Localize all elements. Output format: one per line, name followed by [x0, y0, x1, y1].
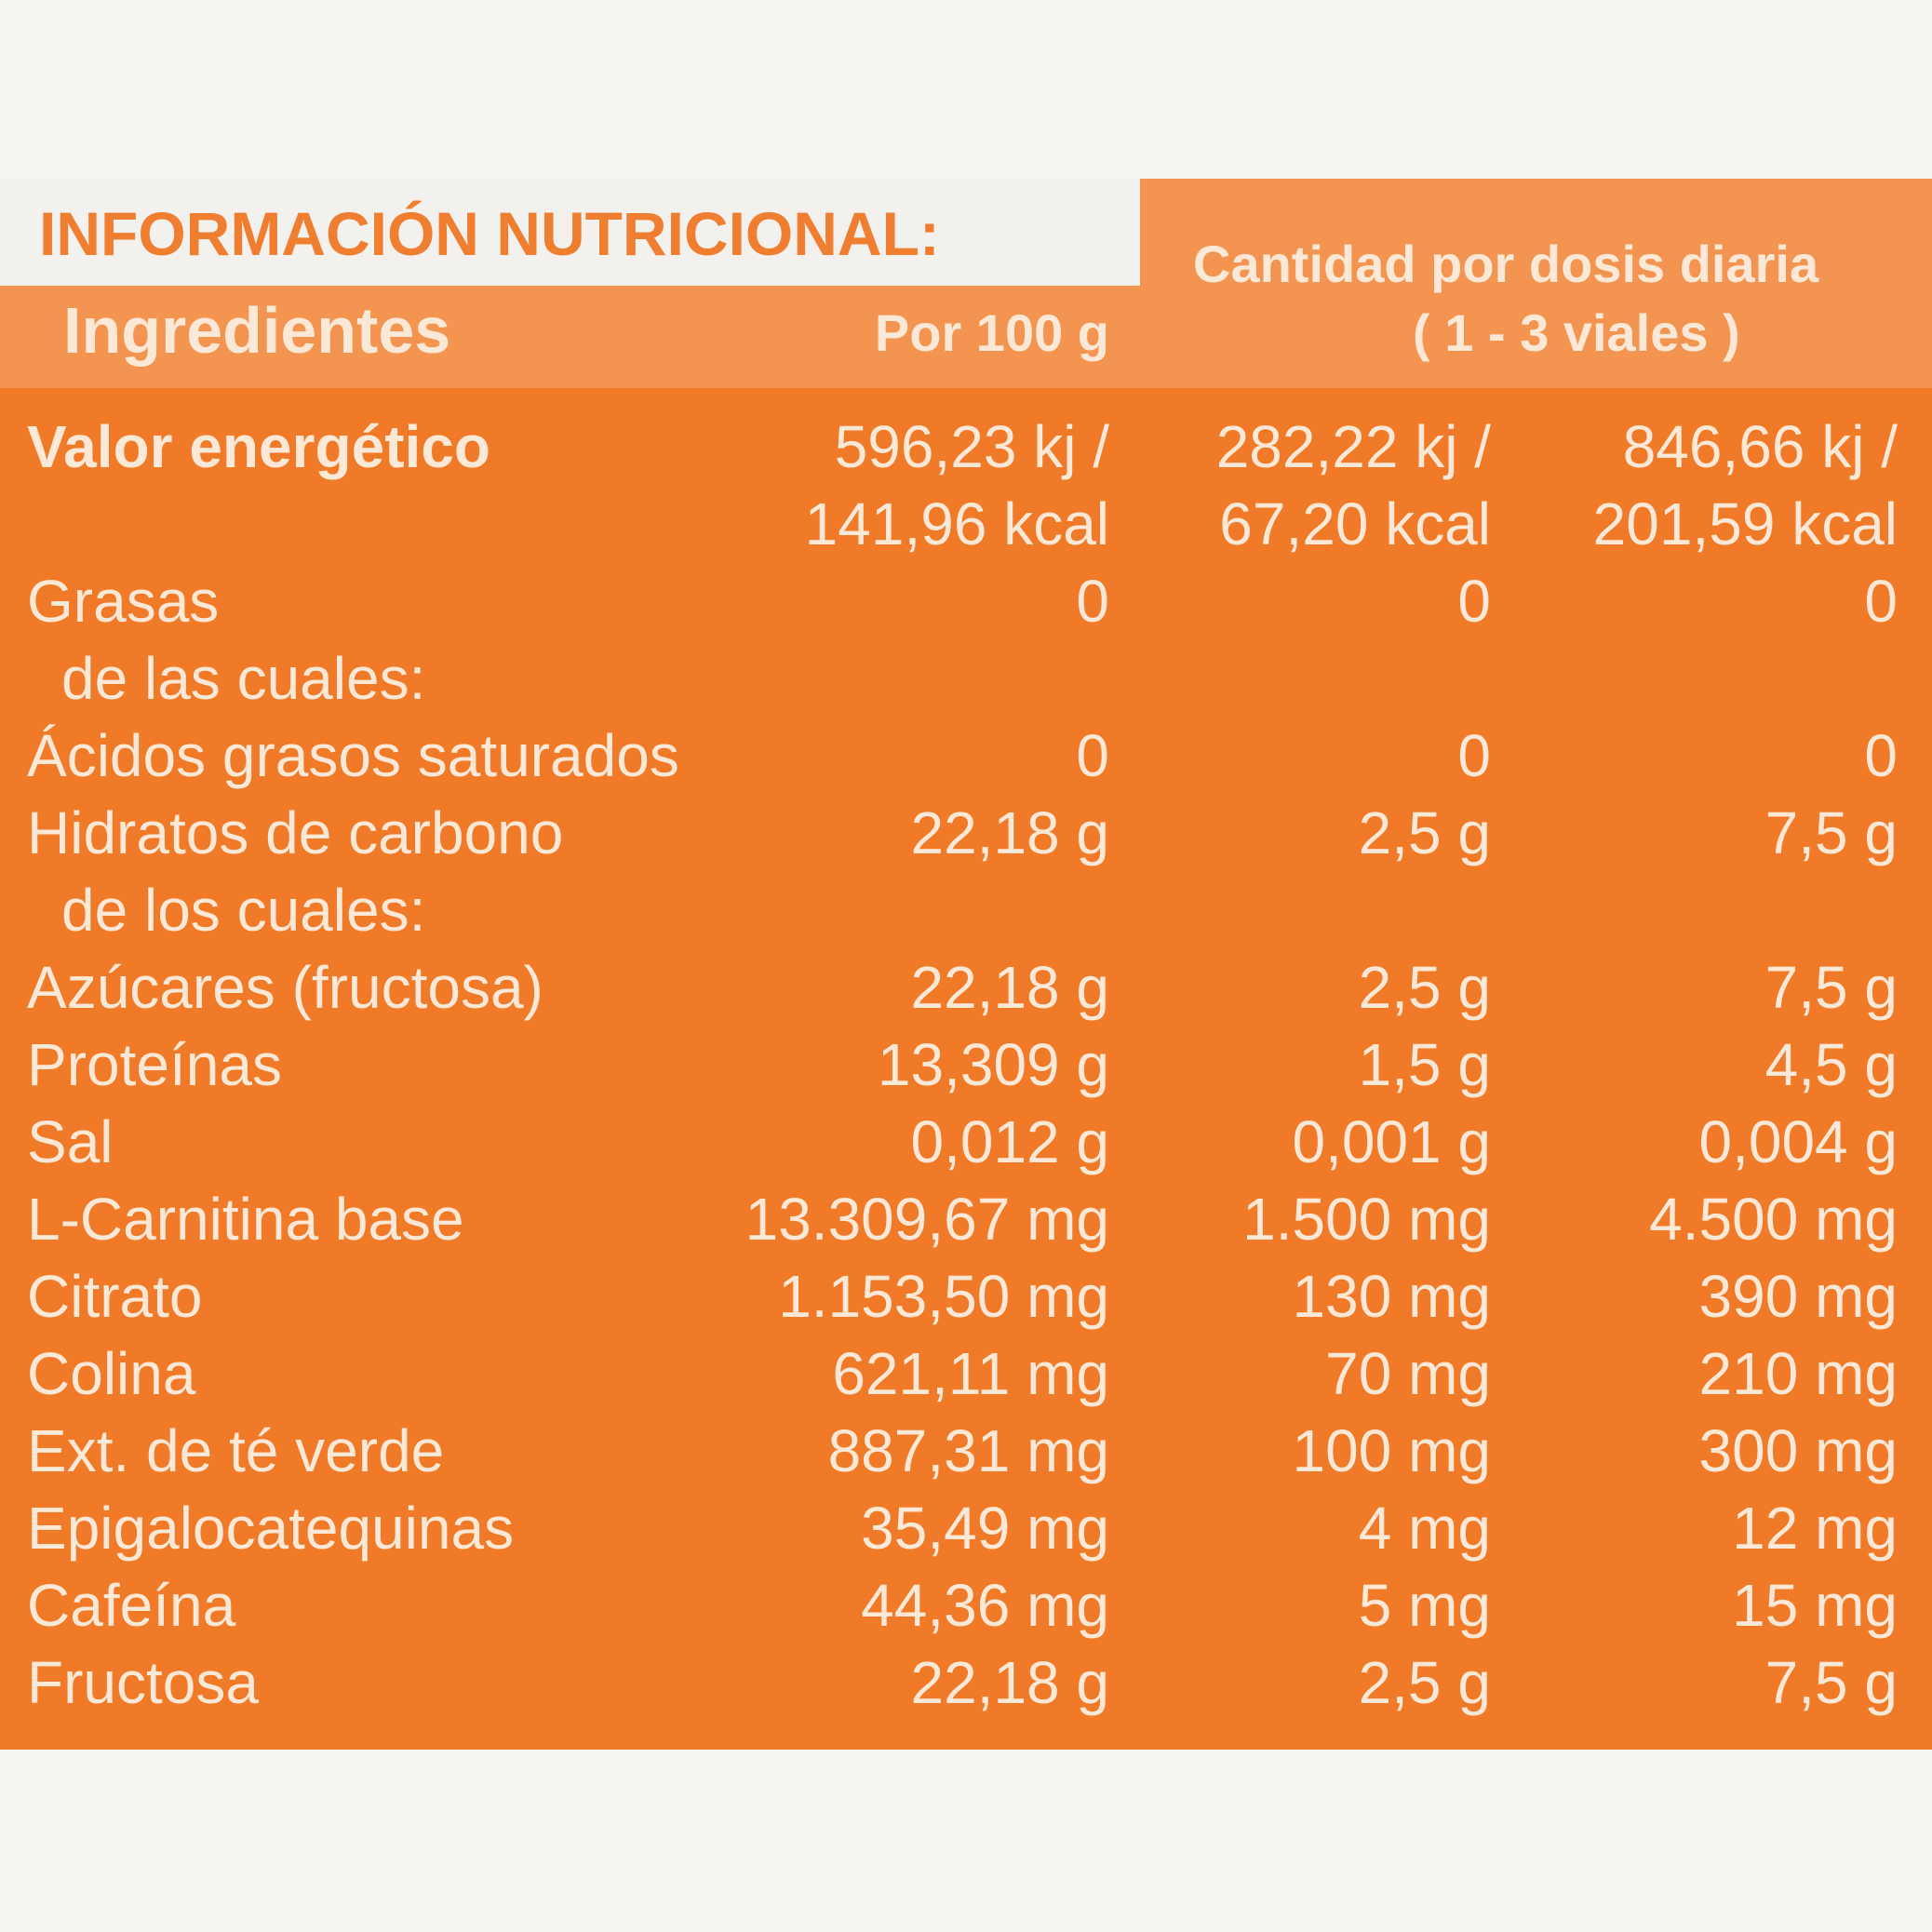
cell-value: 0,001 g [1292, 1108, 1491, 1175]
cell-value: 0 [1076, 568, 1109, 635]
cell-value: 2,5 g [1358, 799, 1491, 866]
cell-value: 1,5 g [1358, 1031, 1491, 1098]
cell-value: 13,309 g [877, 1031, 1109, 1098]
cell-value: 15 mg [1732, 1572, 1898, 1639]
row-label: de las cuales: [61, 645, 426, 712]
cell-value: 22,18 g [910, 1649, 1109, 1716]
row-label: Valor energético [27, 413, 490, 480]
row-label: Azúcares (fructosa) [27, 954, 543, 1021]
row-label: Grasas [27, 568, 220, 635]
row-label: Citrato [27, 1263, 203, 1330]
cell-value: 22,18 g [910, 799, 1109, 866]
row-label: Proteínas [27, 1031, 282, 1098]
vials-header: ( 1 - 3 viales ) [1413, 303, 1740, 362]
cell-value: 887,31 mg [827, 1417, 1109, 1484]
cell-value: 390 mg [1698, 1263, 1898, 1330]
cell-value: 13.309,67 mg [745, 1186, 1109, 1253]
cell-value: 4 mg [1358, 1495, 1491, 1562]
row-label: Ácidos grasos saturados [27, 722, 679, 789]
cell-value: 5 mg [1358, 1572, 1491, 1639]
cell-value: 4.500 mg [1649, 1186, 1898, 1253]
cell-value: 846,66 kj / [1622, 413, 1898, 480]
cell-value: 22,18 g [910, 954, 1109, 1021]
cell-value: 130 mg [1292, 1263, 1491, 1330]
orange-panel [0, 179, 1932, 1750]
row-label: Ext. de té verde [27, 1417, 445, 1484]
cell-value: 621,11 mg [832, 1340, 1109, 1407]
cell-value: 0 [1457, 722, 1491, 789]
cell-value: 210 mg [1698, 1340, 1898, 1407]
cell-value: 12 mg [1732, 1495, 1898, 1562]
cell-value: 300 mg [1698, 1417, 1898, 1484]
row-label: Sal [27, 1108, 114, 1175]
title-box [0, 179, 1140, 286]
cell-value: 0,004 g [1698, 1108, 1898, 1175]
cell-value: 201,59 kcal [1592, 490, 1898, 557]
row-label: L-Carnitina base [27, 1186, 464, 1253]
cell-value: 100 mg [1292, 1417, 1491, 1484]
cell-value: 1.153,50 mg [778, 1263, 1109, 1330]
cell-value: 2,5 g [1358, 954, 1491, 1021]
row-label: Epigalocatequinas [27, 1495, 515, 1562]
cell-value: 67,20 kcal [1219, 490, 1491, 557]
cell-value: 0 [1076, 722, 1109, 789]
cell-value: 0 [1864, 568, 1898, 635]
row-label: Hidratos de carbono [27, 799, 564, 866]
cell-value: 2,5 g [1358, 1649, 1491, 1716]
cell-value: 70 mg [1325, 1340, 1491, 1407]
cell-value: 35,49 mg [861, 1495, 1109, 1562]
cell-value: 7,5 g [1764, 954, 1898, 1021]
dose-header: Cantidad por dosis diaria [1193, 235, 1819, 293]
row-label: Cafeína [27, 1572, 236, 1639]
cell-value: 7,5 g [1764, 1649, 1898, 1716]
cell-value: 596,23 kj / [834, 413, 1109, 480]
ingredients-header: Ingredientes [63, 294, 451, 367]
cell-value: 0 [1864, 722, 1898, 789]
per100-header: Por 100 g [874, 303, 1109, 362]
cell-value: 4,5 g [1764, 1031, 1898, 1098]
cell-value: 0 [1457, 568, 1491, 635]
title: INFORMACIÓN NUTRICIONAL: [39, 199, 940, 268]
cell-value: 1.500 mg [1242, 1186, 1491, 1253]
cell-value: 282,22 kj / [1215, 413, 1491, 480]
row-label: Fructosa [27, 1649, 259, 1716]
cell-value: 0,012 g [910, 1108, 1109, 1175]
row-label: Colina [27, 1340, 196, 1407]
cell-value: 7,5 g [1764, 799, 1898, 866]
cell-value: 141,96 kcal [804, 490, 1109, 557]
cell-value: 44,36 mg [861, 1572, 1109, 1639]
row-label: de los cuales: [61, 877, 426, 944]
